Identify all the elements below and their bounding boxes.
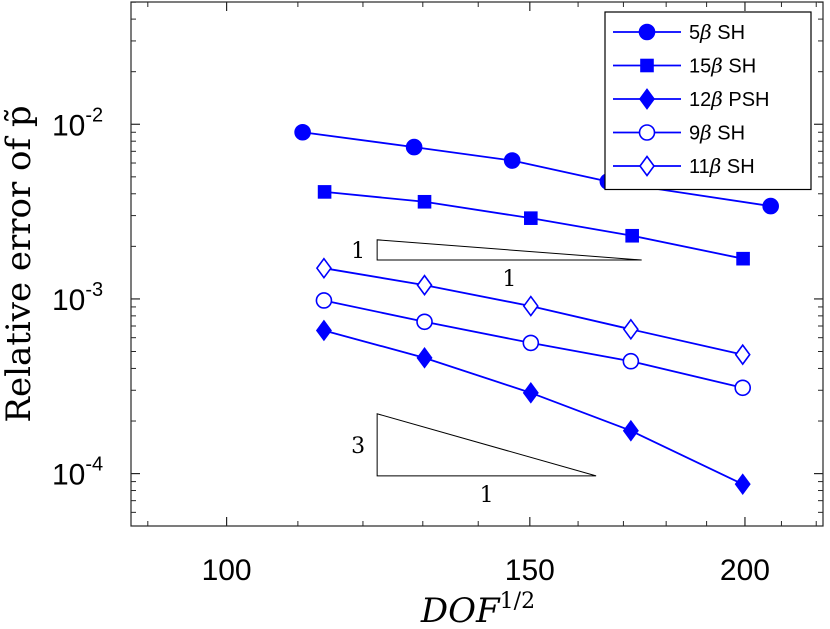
axis-ticks — [131, 1, 823, 526]
y-tick-label: 10-3 — [52, 279, 103, 317]
y-axis-title: Relative error of p̃ — [0, 105, 39, 422]
legend-label-count: 12 — [689, 89, 711, 111]
y-tick-label-base: 10 — [52, 284, 85, 317]
data-point — [522, 381, 539, 404]
legend-label-type: SH — [721, 156, 754, 178]
legend-label-type: PSH — [723, 89, 770, 111]
data-point — [622, 318, 639, 341]
x-axis-title-exponent: 1/2 — [500, 589, 535, 614]
legend-label-beta: β — [710, 87, 723, 111]
x-axis-title: DOF1/2 — [420, 589, 535, 629]
y-tick-label-exponent: -4 — [85, 454, 103, 476]
data-point — [522, 295, 539, 317]
data-point — [503, 152, 521, 169]
x-tick-label: 150 — [505, 554, 555, 587]
legend-label: 15β SH — [689, 54, 756, 78]
slope-triangle-run-label: 1 — [480, 483, 494, 508]
legend-label-beta: β — [709, 154, 722, 178]
slope-triangle — [376, 413, 597, 477]
y-tick-label: 10-4 — [52, 454, 103, 492]
slope-triangle-rise-label: 1 — [351, 239, 365, 264]
data-point — [416, 346, 433, 369]
legend-label-count: 11 — [689, 156, 710, 178]
data-point — [317, 185, 332, 199]
data-point — [315, 319, 332, 342]
y-tick-label-base: 10 — [52, 109, 85, 142]
slope-triangle-run-label: 1 — [502, 267, 516, 292]
y-tick-labels: 10-410-310-2 — [52, 104, 103, 491]
legend-marker — [638, 124, 656, 141]
legend-label: 11β SH — [689, 154, 755, 178]
legend-label-type: SH — [723, 56, 756, 78]
slope-triangle-rise-label: 3 — [351, 434, 365, 459]
legend-label-beta: β — [710, 54, 723, 78]
data-point — [625, 228, 639, 243]
data-point — [294, 123, 311, 141]
y-tick-label-exponent: -3 — [85, 279, 103, 301]
legend-marker — [639, 88, 655, 110]
data-point — [762, 197, 779, 215]
legend-label-count: 5 — [689, 22, 700, 44]
legend-label-beta: β — [699, 20, 712, 44]
y-tick-label-exponent: -2 — [85, 104, 103, 126]
data-point — [315, 257, 332, 280]
x-tick-labels: 100 150 200 — [202, 554, 770, 587]
slope-triangles: 1 1 3 1 — [351, 239, 642, 508]
legend-label-type: SH — [712, 123, 745, 145]
x-tick-label: 100 — [202, 554, 252, 587]
data-point — [522, 334, 540, 352]
legend-label-beta: β — [699, 121, 712, 145]
data-point — [622, 419, 639, 442]
data-point — [622, 352, 640, 370]
y-tick-label-base: 10 — [52, 459, 85, 492]
data-point — [416, 313, 433, 331]
legend-label: 12β PSH — [689, 87, 770, 111]
data-point — [416, 274, 433, 296]
data-point — [734, 379, 752, 397]
legend-label-count: 9 — [689, 123, 700, 145]
legend-label-count: 15 — [689, 56, 711, 78]
data-point — [524, 211, 538, 225]
legend-label: 9β SH — [689, 121, 745, 145]
legend-box — [604, 11, 812, 191]
slope-triangle — [376, 239, 642, 261]
y-tick-label: 10-2 — [52, 104, 103, 142]
data-point — [315, 292, 333, 309]
data-point — [417, 194, 432, 209]
data-point — [736, 251, 750, 266]
legend-marker — [639, 155, 655, 177]
legend-marker — [640, 58, 654, 73]
x-axis-title-base: DOF — [420, 591, 501, 629]
legend-label: 5β SH — [689, 20, 745, 44]
data-point — [405, 138, 423, 156]
data-series — [294, 123, 779, 496]
data-point — [734, 343, 751, 366]
x-tick-label: 200 — [720, 554, 770, 587]
data-point — [734, 473, 751, 496]
legend-label-type: SH — [712, 22, 745, 44]
legend-marker — [638, 23, 656, 41]
